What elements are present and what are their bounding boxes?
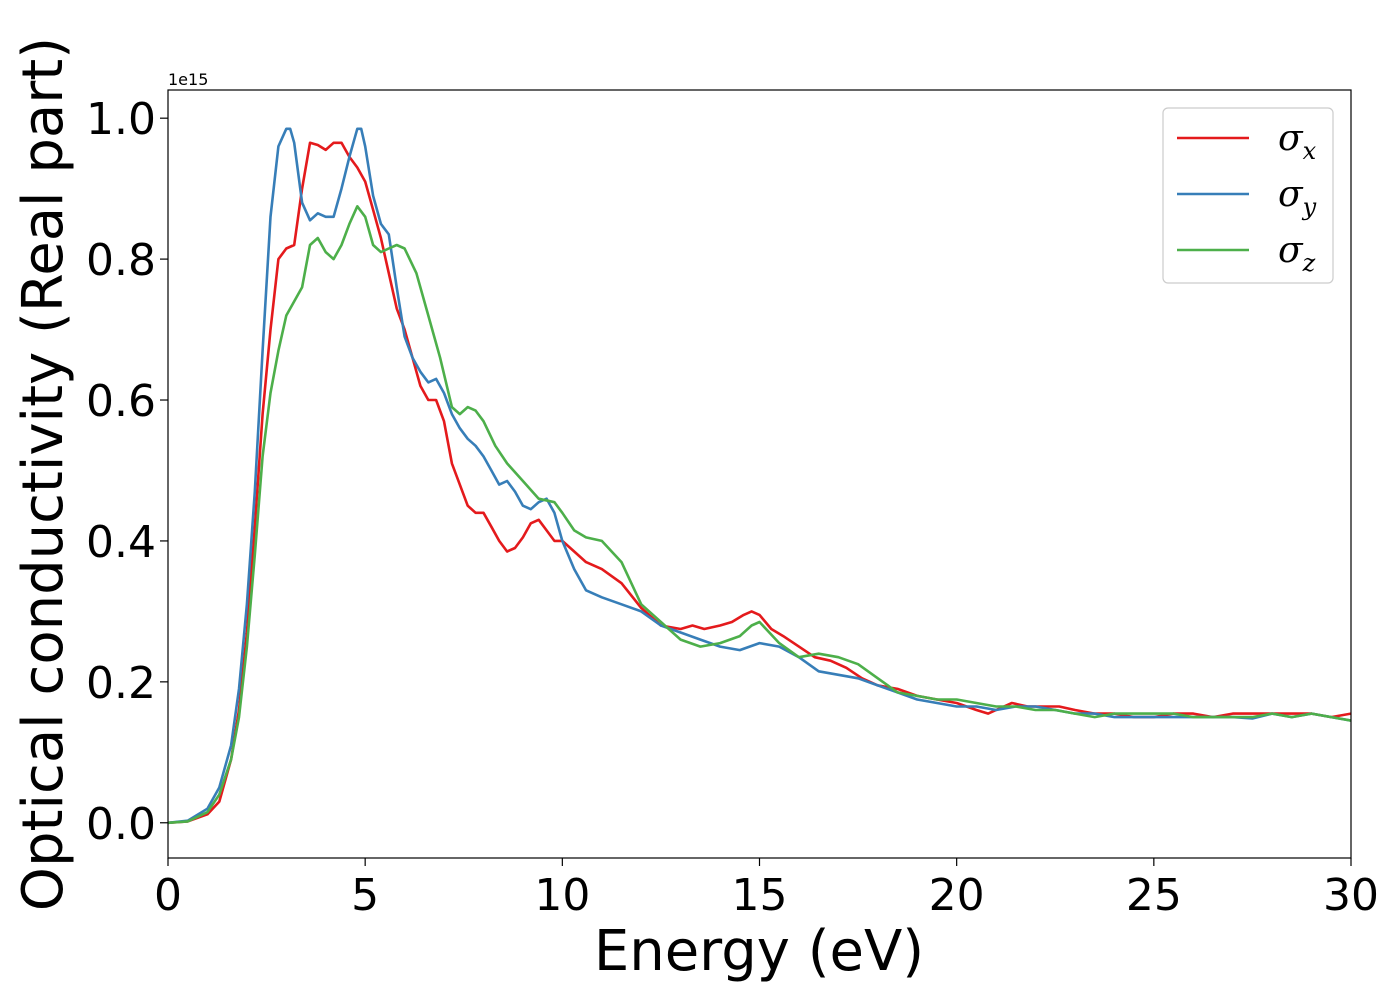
y-tick-label: 1.0 (86, 94, 156, 145)
x-tick-label: 20 (929, 870, 985, 921)
x-axis: 0 5 10 15 20 25 30 (154, 858, 1379, 921)
legend-label-y: σy (1278, 174, 1317, 221)
y-offset-label: 1e15 (168, 70, 208, 89)
y-tick-label: 0.0 (86, 799, 156, 850)
x-axis-label: Energy (eV) (594, 919, 924, 984)
y-tick-label: 0.4 (86, 517, 156, 568)
legend-label-z: σz (1278, 230, 1316, 277)
y-tick-label: 0.2 (86, 658, 156, 709)
series-line-z (168, 205, 1351, 825)
x-tick-label: 10 (534, 870, 590, 921)
plot-lines (168, 127, 1351, 825)
y-axis: 0.0 0.2 0.4 0.6 0.8 1.0 (86, 94, 168, 850)
x-tick-label: 25 (1126, 870, 1182, 921)
legend: σx σy σz (1162, 107, 1334, 284)
y-tick-label: 0.8 (86, 235, 156, 286)
x-tick-label: 30 (1323, 870, 1379, 921)
series-line-x (168, 141, 1351, 825)
x-tick-label: 0 (154, 870, 182, 921)
legend-label-x: σx (1278, 118, 1317, 165)
x-tick-label: 5 (351, 870, 379, 921)
y-axis-label: Optical conductivity (Real part) (11, 37, 76, 911)
x-tick-label: 15 (732, 870, 788, 921)
legend-frame (1162, 107, 1334, 284)
y-tick-label: 0.6 (86, 376, 156, 427)
